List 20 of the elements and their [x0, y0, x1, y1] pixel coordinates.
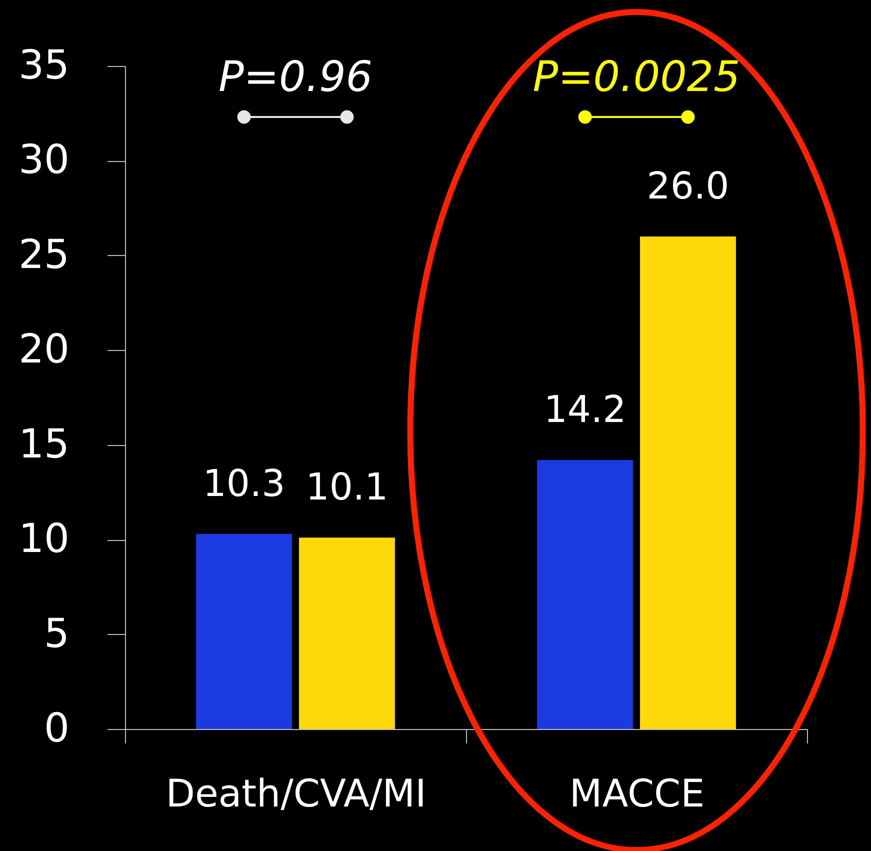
bar	[640, 236, 736, 729]
y-tick-label: 5	[44, 610, 70, 657]
data-label: 10.1	[306, 466, 388, 509]
y-tick-label: 10	[18, 516, 70, 562]
y-tick-label: 30	[18, 137, 70, 184]
annotation: P=0.0025	[532, 52, 740, 101]
y-tick-label: 25	[18, 232, 70, 278]
data-label: 10.3	[202, 462, 286, 505]
y-tick-label: 20	[18, 326, 70, 373]
x-tick-label: Death/CVA/MI	[166, 772, 426, 816]
bar	[537, 460, 633, 729]
x-tick-label: MACCE	[569, 772, 705, 816]
y-tick-label: 0	[44, 706, 70, 752]
bar	[196, 534, 292, 729]
bar	[299, 538, 395, 729]
annotation: P=0.96	[218, 52, 373, 101]
data-label: 26.0	[646, 164, 730, 208]
y-tick-label: 15	[18, 421, 70, 468]
y-tick-label: 35	[18, 42, 70, 88]
data-label: 14.2	[544, 388, 626, 432]
